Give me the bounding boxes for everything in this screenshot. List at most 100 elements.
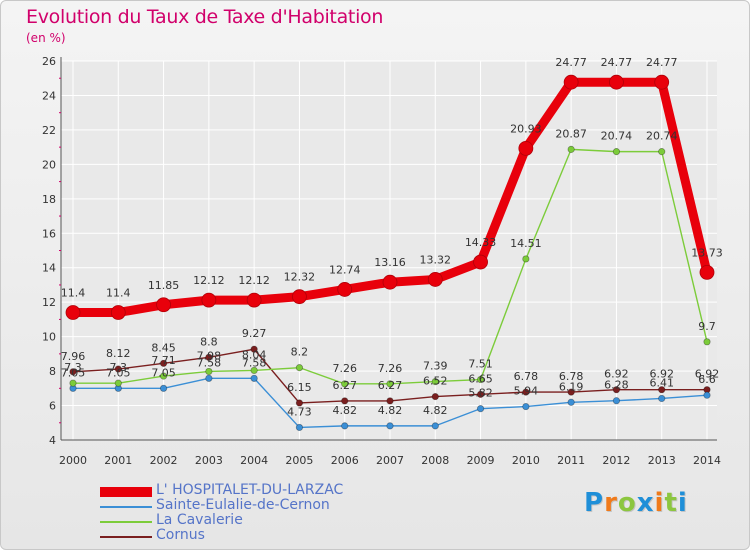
data-point-2 [567,145,575,153]
data-point-2 [295,364,304,372]
legend-label: L' HOSPITALET-DU-LARZAC [156,482,344,498]
logo-letter: i [677,488,688,518]
x-tick-label: 2001 [104,454,132,467]
data-label-0: 24.77 [601,56,633,69]
data-point-0 [65,305,81,320]
x-tick-label: 2007 [376,454,404,467]
data-point-0 [609,74,624,90]
data-point-1 [205,374,213,382]
data-label-2: 20.74 [646,130,678,143]
data-point-3 [341,397,349,405]
legend-label: Sainte-Eulalie-de-Cernon [156,497,330,513]
data-label-0: 24.77 [555,56,587,69]
data-label-3: 6.78 [514,370,539,383]
data-label-0: 12.74 [329,263,361,276]
data-point-1 [567,398,575,406]
data-point-2 [476,375,485,384]
data-label-3: 6.27 [332,379,357,392]
data-point-0 [563,74,579,90]
data-point-3 [205,353,213,361]
data-label-0: 12.32 [284,271,316,284]
data-label-1: 4.73 [287,405,312,418]
y-tick-label: 4 [49,434,56,447]
y-tick-label: 24 [42,89,56,102]
x-tick-label: 2006 [331,454,359,467]
data-label-3: 6.92 [649,368,674,381]
data-point-1 [703,391,711,399]
x-tick-label: 2009 [467,454,495,467]
chart-title: Evolution du Taux de Taxe d'Habitation [26,6,384,28]
data-label-2: 7.98 [197,349,222,362]
data-point-1 [386,422,394,430]
data-label-3: 8.8 [200,335,218,348]
legend-swatch [100,506,152,508]
data-point-2 [522,255,530,263]
data-point-3 [567,388,575,396]
y-tick-label: 12 [42,296,56,309]
proxiti-logo: Proxiti [584,488,688,518]
data-point-0 [201,292,217,308]
data-point-0 [246,292,262,308]
data-point-0 [110,305,126,320]
logo-letter: x [636,488,655,518]
data-label-2: 7.3 [110,361,128,374]
data-label-2: 20.74 [601,130,633,143]
x-tick-label: 2008 [421,454,449,467]
data-point-2 [159,372,168,380]
data-label-1: 4.82 [332,404,357,417]
data-label-2: 7.26 [378,362,403,375]
data-point-3 [386,397,394,405]
data-point-0 [427,272,443,287]
data-label-0: 11.4 [61,287,86,300]
data-label-3: 9.27 [242,327,267,340]
data-point-1 [295,423,304,432]
data-point-3 [250,345,258,353]
data-label-3: 7.96 [61,350,86,363]
data-label-0: 13.32 [420,253,452,266]
data-label-3: 6.92 [695,368,720,381]
x-tick-label: 2012 [602,454,630,467]
logo-letter: P [584,488,605,518]
data-label-3: 8.12 [106,347,131,360]
data-label-3: 6.52 [423,375,448,388]
data-label-0: 11.4 [106,287,131,300]
data-label-1: 4.82 [378,404,403,417]
data-point-3 [159,359,168,367]
legend-swatch [100,487,152,497]
y-tick-label: 10 [42,331,56,344]
data-point-2 [250,366,258,375]
data-label-1: 5.94 [514,385,539,398]
data-point-2 [69,379,77,387]
data-label-3: 6.65 [468,372,493,385]
x-tick-label: 2004 [240,454,268,467]
x-tick-label: 2000 [59,454,87,467]
data-label-2: 20.87 [555,127,587,140]
y-tick-label: 20 [42,158,56,171]
data-point-1 [658,394,666,403]
data-point-2 [205,367,213,376]
y-tick-label: 26 [42,55,56,68]
data-point-2 [703,338,711,346]
data-point-1 [159,384,168,392]
data-point-2 [341,380,349,388]
logo-letter: i [654,488,665,518]
data-label-2: 7.71 [151,354,176,367]
x-tick-label: 2003 [195,454,223,467]
x-tick-label: 2014 [693,454,721,467]
data-point-3 [69,368,77,376]
data-label-2: 9.7 [698,320,716,333]
plot-area [61,61,717,440]
data-label-1: 7.05 [106,366,131,379]
data-label-2: 7.3 [64,361,82,374]
data-label-1: 6.28 [604,379,629,392]
data-label-2: 8.04 [242,348,267,361]
x-tick-label: 2013 [648,454,676,467]
x-tick-label: 2005 [285,454,313,467]
data-point-1 [612,397,621,405]
data-label-1: 6.41 [649,376,674,389]
chart-unit-label: (en %) [26,31,66,45]
data-label-2: 14.51 [510,237,542,250]
data-label-2: 7.26 [332,362,357,375]
data-point-0 [654,74,670,90]
data-point-3 [612,386,621,394]
